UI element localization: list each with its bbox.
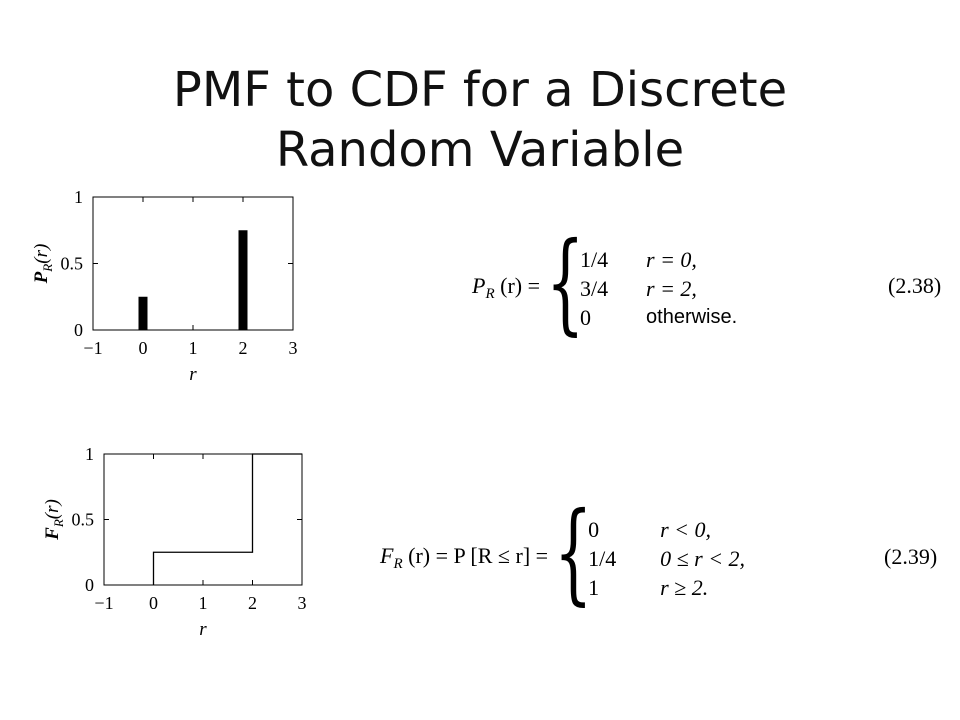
pmf-case-value: 0 (580, 304, 592, 330)
y-axis-label: FR(r) (42, 499, 66, 541)
slide-title: PMF to CDF for a Discrete Random Variabl… (0, 60, 960, 180)
x-tick-label: 3 (298, 593, 307, 613)
y-tick-label: 0.5 (72, 510, 95, 530)
x-tick-label: 2 (248, 593, 257, 613)
cdf-equation-number: (2.39) (884, 544, 938, 569)
left-brace: { (554, 488, 593, 616)
pmf-equation-lhs: PR (r) = (472, 273, 541, 302)
cdf-case-condition: r < 0, (660, 516, 711, 542)
cdf-case-value: 0 (588, 516, 600, 542)
cdf-case-condition: r ≥ 2. (660, 574, 709, 600)
y-tick-label: 1 (85, 444, 94, 464)
pmf-case-value: 3/4 (580, 275, 609, 301)
plot-frame (92, 196, 294, 331)
x-tick-label: 1 (189, 338, 198, 358)
x-tick-label: −1 (83, 338, 102, 358)
cdf-case-value: 1/4 (588, 545, 617, 571)
slide-title-line-2: Random Variable (275, 122, 685, 179)
x-tick-label: 3 (289, 338, 298, 358)
pmf-case-condition: r = 0, (646, 246, 697, 272)
x-tick-label: 0 (149, 593, 158, 613)
cdf-step-line (152, 453, 302, 585)
left-brace: { (546, 218, 585, 346)
x-axis-label: r (199, 619, 207, 640)
y-axis-label: PR(r) (31, 244, 55, 285)
cdf-case-condition: 0 ≤ r < 2, (660, 545, 746, 571)
pmf-bar (238, 230, 248, 330)
x-tick-label: 1 (199, 593, 208, 613)
pmf-case-condition: otherwise. (646, 305, 738, 328)
y-tick-label: 1 (74, 187, 83, 207)
slide-title-line-1: PMF to CDF for a Discrete (172, 62, 788, 119)
y-tick-label: 0 (74, 320, 83, 340)
pmf-case-condition: r = 2, (646, 275, 697, 301)
pmf-equation-number: (2.38) (888, 273, 942, 298)
y-tick-label: 0 (85, 575, 94, 595)
cdf-equation-lhs: FR (r) = P [R ≤ r] = (380, 543, 549, 572)
x-tick-label: 0 (139, 338, 148, 358)
cdf-equation: FR (r) = P [R ≤ r] = { 0 r < 0, 1/4 0 ≤ … (380, 497, 745, 608)
cdf-cases: 0 r < 0, 1/4 0 ≤ r < 2, 1 r ≥ 2. (588, 515, 745, 602)
pmf-case-value: 1/4 (580, 246, 609, 272)
pmf-equation: PR (r) = { 1/4 r = 0, 3/4 r = 2, 0 other… (472, 227, 737, 338)
x-tick-label: 2 (239, 338, 248, 358)
y-tick-label: 0.5 (61, 254, 84, 274)
cdf-case-value: 1 (588, 574, 600, 600)
pmf-bar (138, 296, 148, 330)
plot-frame (103, 453, 303, 586)
x-tick-label: −1 (94, 593, 113, 613)
pmf-cases: 1/4 r = 0, 3/4 r = 2, 0 otherwise. (580, 245, 737, 332)
x-axis-label: r (189, 364, 197, 385)
